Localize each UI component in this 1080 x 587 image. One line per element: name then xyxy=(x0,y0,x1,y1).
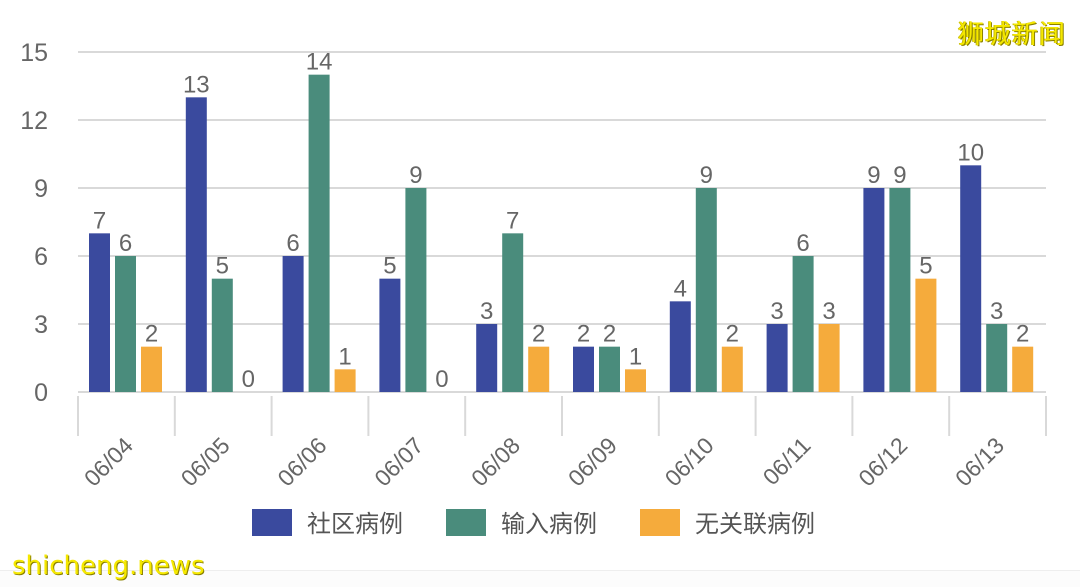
legend-label: 输入病例 xyxy=(501,510,597,538)
bar xyxy=(889,188,911,392)
y-tick-label: 9 xyxy=(34,175,48,203)
data-label: 3 xyxy=(480,298,493,325)
bar xyxy=(405,188,427,392)
data-label: 2 xyxy=(1016,321,1029,348)
data-label: 9 xyxy=(867,162,880,189)
data-label: 1 xyxy=(629,343,642,370)
legend-label: 无关联病例 xyxy=(695,510,815,538)
data-label: 2 xyxy=(726,321,739,348)
bar xyxy=(573,346,594,392)
bar xyxy=(308,74,330,393)
data-label: 7 xyxy=(506,207,519,234)
data-label: 5 xyxy=(919,253,932,280)
bar xyxy=(986,324,1008,392)
data-label: 2 xyxy=(532,321,545,348)
data-label: 2 xyxy=(145,321,158,348)
bar xyxy=(599,346,620,392)
bar xyxy=(141,346,162,392)
data-label: 13 xyxy=(183,71,210,98)
data-label: 5 xyxy=(383,253,396,280)
x-tick-label: 06/10 xyxy=(660,432,719,491)
data-label: 3 xyxy=(990,298,1003,325)
data-label: 0 xyxy=(435,366,448,393)
legend-swatch xyxy=(446,509,486,536)
y-tick-label: 0 xyxy=(34,379,48,407)
y-axis: 0 3 6 9 12 15 xyxy=(20,39,48,407)
x-tick-label: 06/06 xyxy=(272,432,331,491)
data-label: 9 xyxy=(893,162,906,189)
x-tick-label: 06/09 xyxy=(563,432,622,491)
bar xyxy=(915,278,937,392)
y-tick-label: 15 xyxy=(20,39,48,67)
data-label: 10 xyxy=(957,139,984,166)
watermark-top-right: 狮城新闻 xyxy=(957,20,1066,50)
bar xyxy=(818,324,840,392)
x-tick-label: 06/04 xyxy=(79,432,138,491)
bar xyxy=(960,165,982,392)
data-label: 3 xyxy=(822,298,835,325)
x-tick-label: 06/08 xyxy=(466,432,525,491)
bar xyxy=(334,369,356,392)
data-label: 6 xyxy=(796,230,809,257)
data-label: 2 xyxy=(603,321,616,348)
legend-item[interactable]: 社区病例 xyxy=(252,509,403,538)
x-tick-label: 06/05 xyxy=(176,432,235,491)
x-axis: 06/04 06/05 06/06 06/07 06/08 06/09 06/10 06/11… xyxy=(77,396,1047,491)
data-label: 9 xyxy=(409,162,422,189)
data-label: 5 xyxy=(216,253,229,280)
data-label: 9 xyxy=(700,162,713,189)
bar xyxy=(476,324,498,392)
data-label: 7 xyxy=(93,207,106,234)
data-label: 6 xyxy=(286,230,299,257)
x-tick-label: 06/12 xyxy=(853,432,912,491)
data-label: 6 xyxy=(119,230,132,257)
legend-swatch xyxy=(252,509,292,536)
bar xyxy=(1012,346,1034,392)
bar xyxy=(792,256,814,392)
data-label: 4 xyxy=(674,275,687,302)
data-label: 1 xyxy=(338,343,351,370)
bar xyxy=(766,324,788,392)
data-label: 14 xyxy=(306,49,333,76)
bar xyxy=(863,188,885,392)
x-tick-label: 06/11 xyxy=(758,432,816,490)
bar xyxy=(89,233,110,392)
bar xyxy=(379,278,401,392)
bar xyxy=(185,97,207,392)
x-tick-label: 06/07 xyxy=(369,432,428,491)
legend-item[interactable]: 输入病例 xyxy=(446,509,597,538)
bar xyxy=(115,256,136,392)
bar xyxy=(721,346,743,392)
bar xyxy=(695,188,717,392)
bar xyxy=(528,346,550,392)
legend-item[interactable]: 无关联病例 xyxy=(640,509,815,538)
gridlines xyxy=(78,51,1046,393)
watermark-bottom-left: shicheng.news xyxy=(12,551,205,581)
legend: 社区病例 输入病例 无关联病例 xyxy=(252,509,815,538)
legend-swatch xyxy=(640,509,680,536)
y-tick-label: 12 xyxy=(20,107,48,135)
bar xyxy=(625,369,646,392)
data-label: 0 xyxy=(242,366,255,393)
bar xyxy=(211,278,233,392)
bar xyxy=(669,301,691,392)
bar xyxy=(282,256,304,392)
data-label: 2 xyxy=(577,321,590,348)
x-tick-label: 06/13 xyxy=(950,432,1009,491)
data-label: 3 xyxy=(770,298,783,325)
bar xyxy=(502,233,524,392)
footer-strip xyxy=(0,570,1080,587)
y-tick-label: 6 xyxy=(34,243,48,271)
y-tick-label: 3 xyxy=(34,311,48,339)
legend-label: 社区病例 xyxy=(307,510,403,538)
